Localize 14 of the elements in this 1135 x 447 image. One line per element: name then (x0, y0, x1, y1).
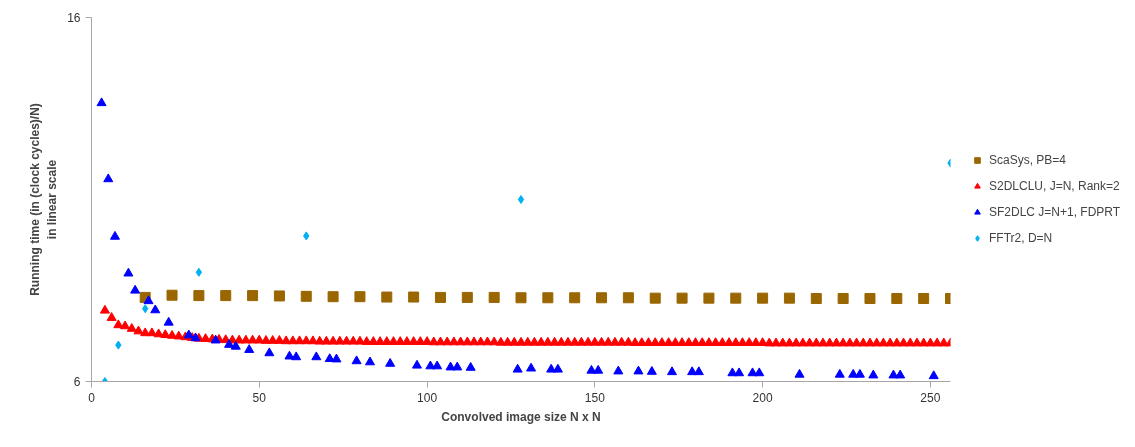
x-tick-label: 150 (584, 390, 606, 405)
x-tick-label: 50 (252, 390, 267, 405)
x-axis-title: Convolved image size N x N (441, 409, 601, 424)
y-tick-label: 16 (67, 11, 81, 25)
legend-label: SF2DLC J=N+1, FDPRT (989, 205, 1121, 219)
y-axis-title: Running time (in (clock cycles)/N) in linear scale (28, 103, 60, 296)
legend-label: S2DLCLU, J=N, Rank=2 (989, 179, 1120, 193)
x-tick-label: 250 (920, 390, 941, 405)
legend-label: FFTr2, D=N (989, 231, 1053, 245)
x-tick-label: 100 (417, 390, 438, 405)
x-tick-label: 0 (88, 390, 96, 405)
x-tick-label: 200 (752, 390, 773, 405)
legend-label: ScaSys, PB=4 (989, 153, 1067, 167)
y-tick-label: 6 (73, 375, 81, 389)
